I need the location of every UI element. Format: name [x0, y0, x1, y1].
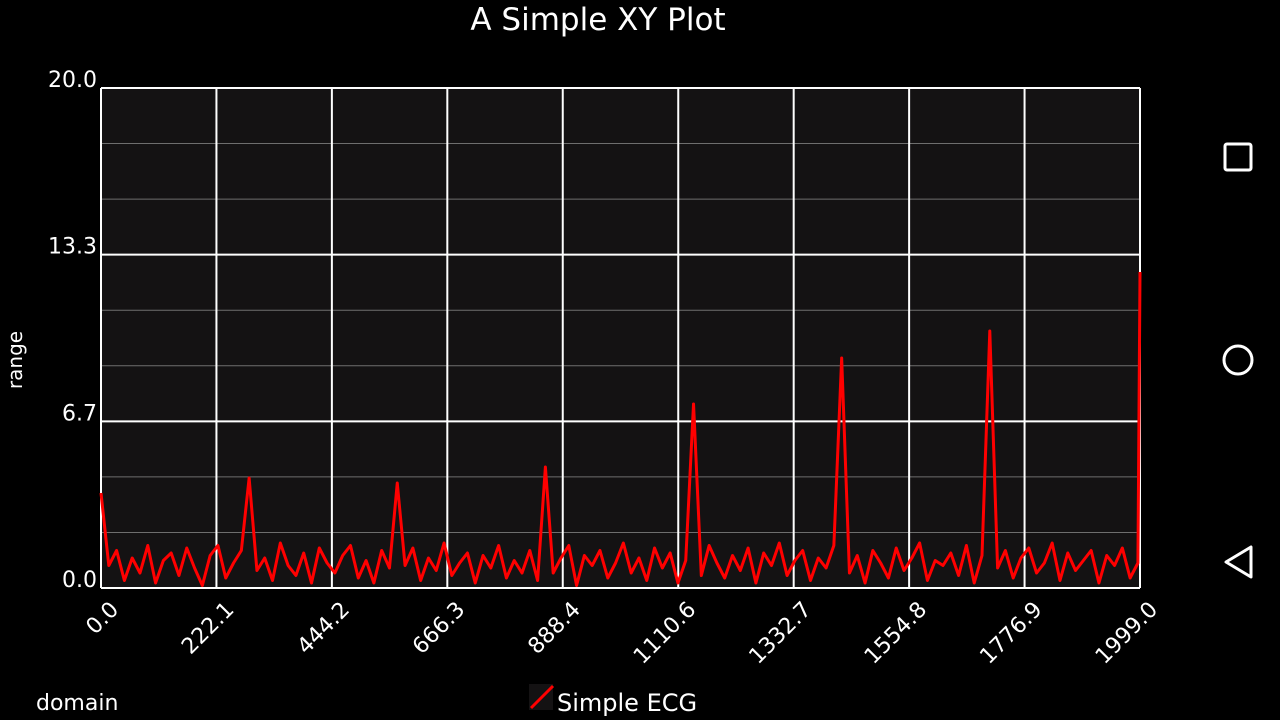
- y-tick-label: 0.0: [62, 568, 97, 593]
- back-button[interactable]: [1224, 545, 1253, 579]
- recents-button[interactable]: [1223, 142, 1253, 172]
- y-tick-label: 20.0: [48, 68, 97, 93]
- plot-area: [101, 88, 1140, 588]
- x-axis-label: domain: [36, 691, 118, 716]
- legend-label: Simple ECG: [557, 689, 697, 717]
- marks: [99, 271, 1142, 587]
- nav-bar: [1222, 142, 1254, 579]
- y-tick-label: 6.7: [62, 401, 97, 426]
- legend: Simple ECG: [529, 684, 697, 717]
- legend-swatch: [529, 684, 555, 710]
- grid: [100, 87, 1141, 589]
- y-tick-label: 13.3: [48, 235, 97, 260]
- home-button[interactable]: [1222, 344, 1254, 376]
- series-line: [99, 271, 1142, 587]
- y-axis-label: range: [3, 331, 27, 389]
- chart-title: A Simple XY Plot: [470, 2, 725, 38]
